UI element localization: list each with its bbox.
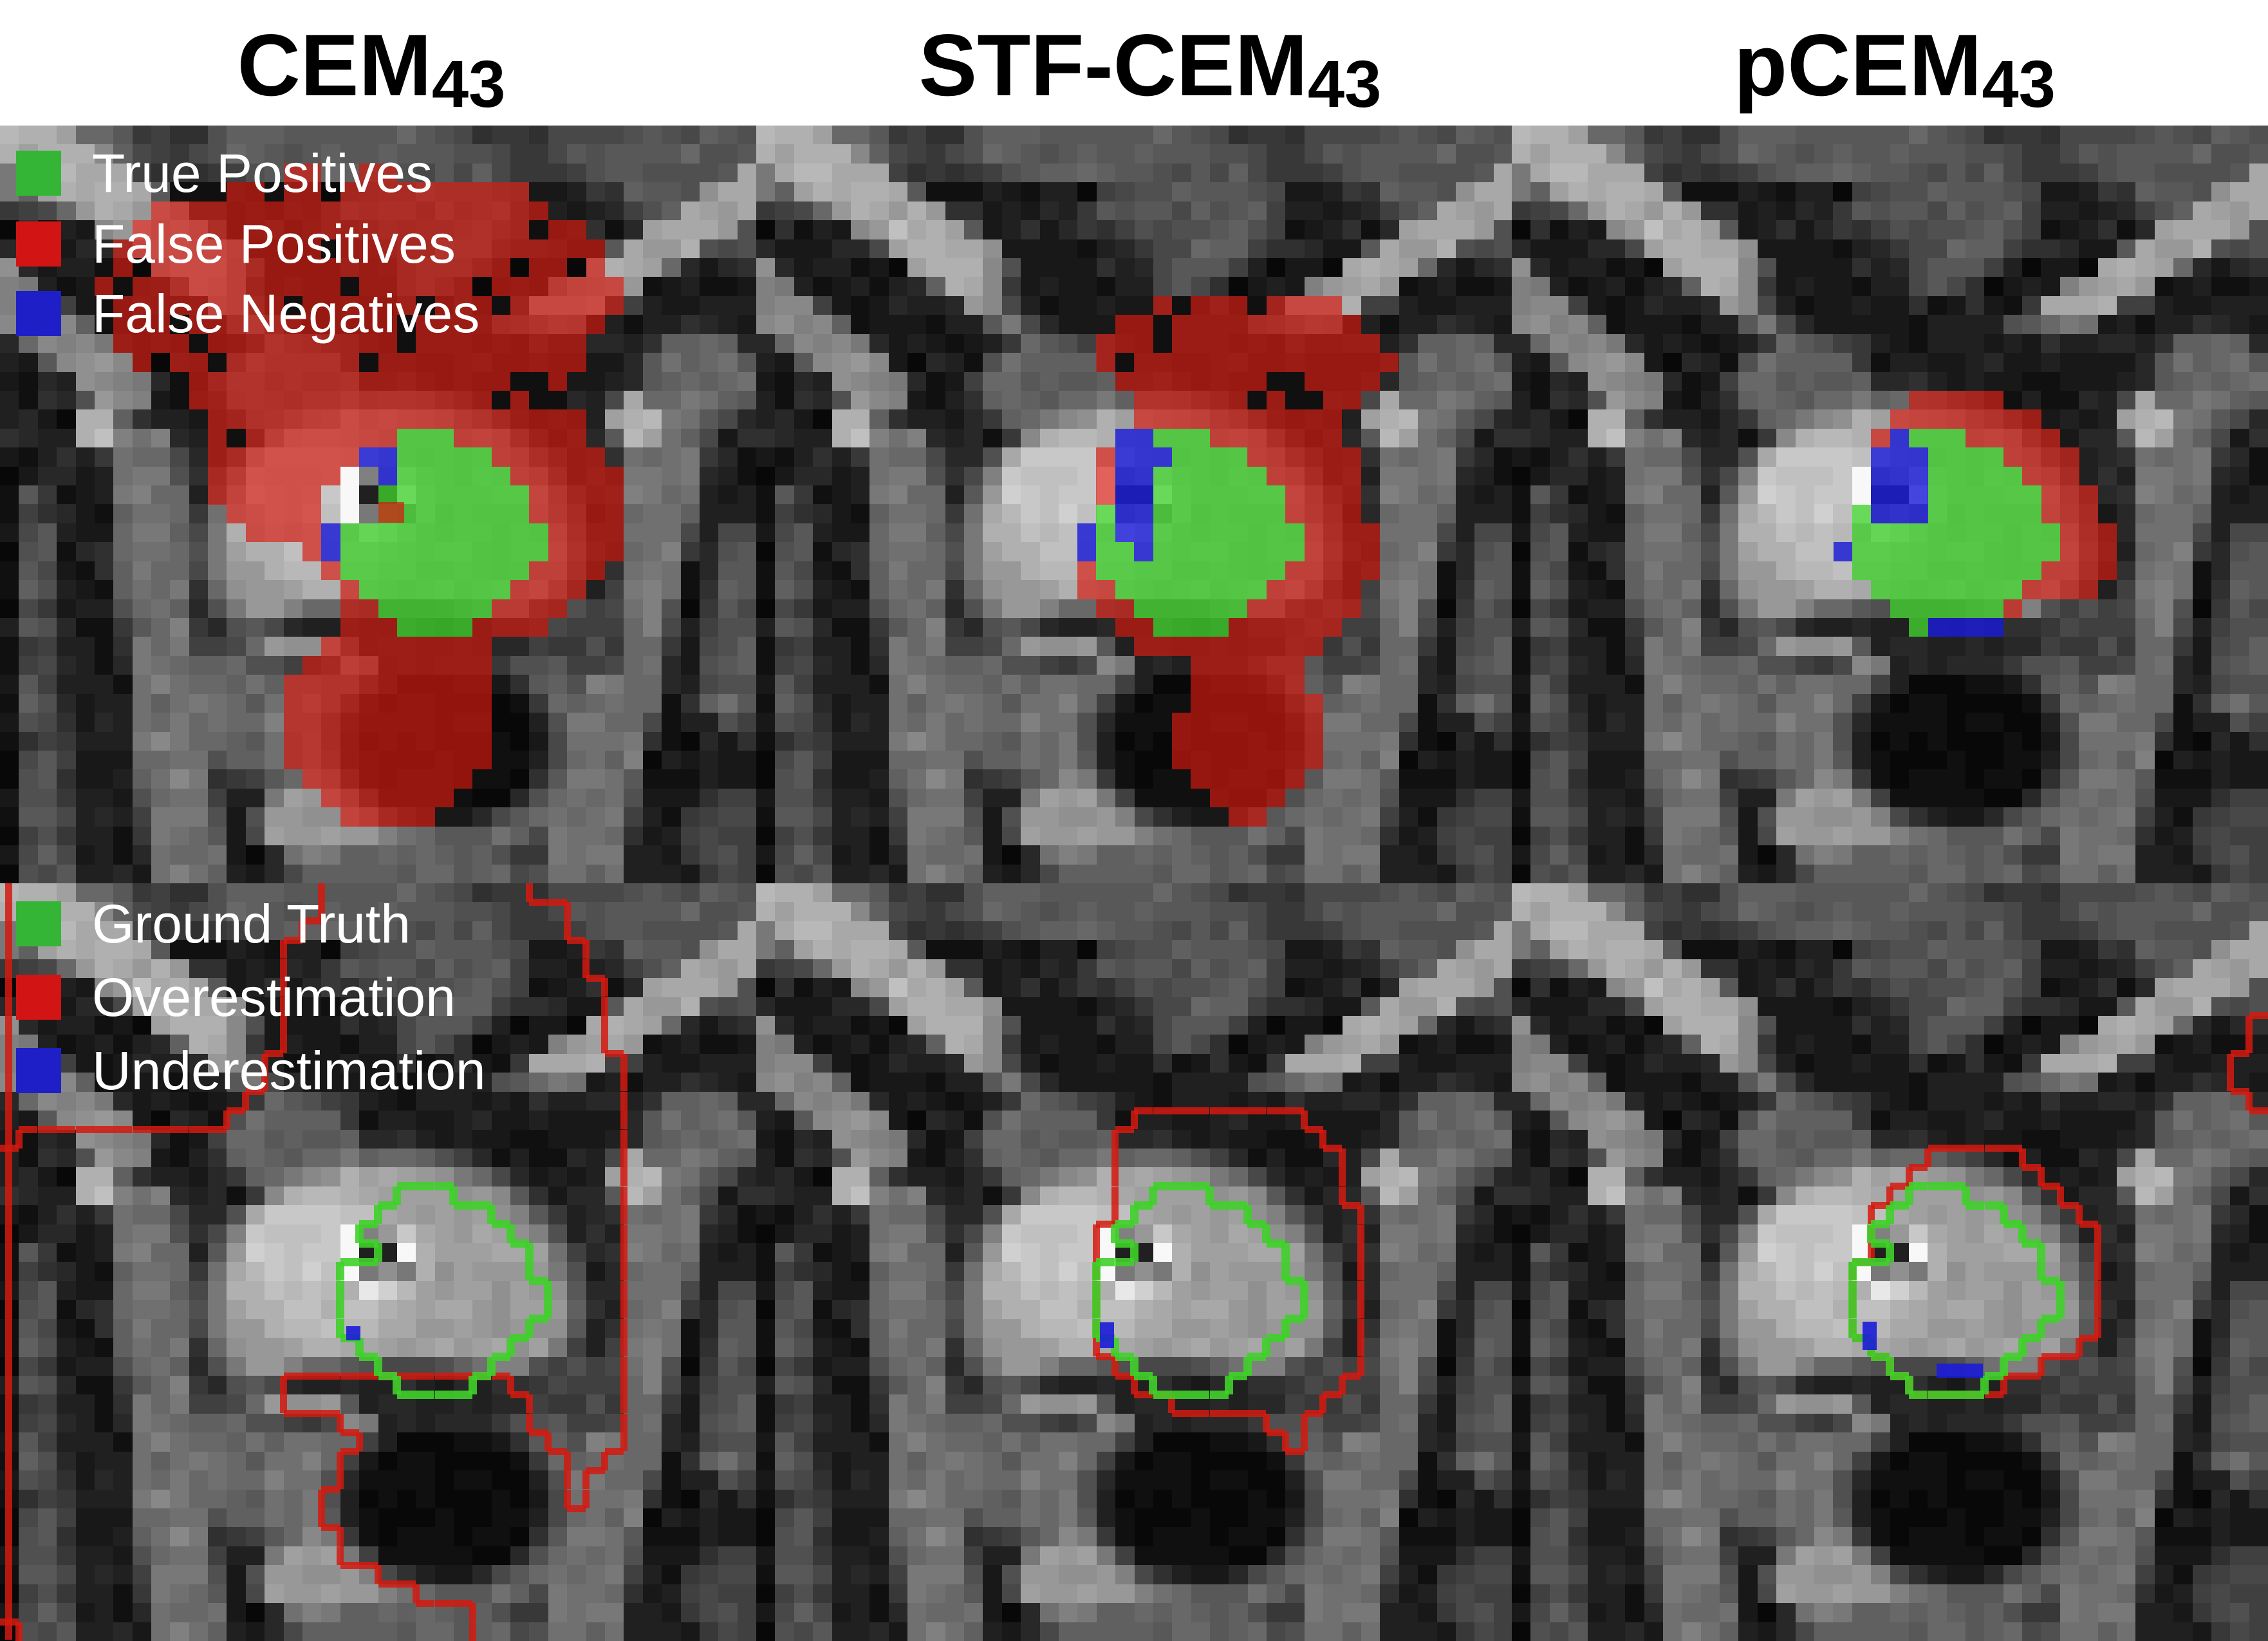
svg-text:pCEM43: pCEM43 [1734, 16, 2056, 121]
svg-text:Overestimation: Overestimation [92, 967, 456, 1027]
svg-text:False Negatives: False Negatives [92, 283, 479, 344]
svg-text:False Positives: False Positives [92, 214, 456, 274]
svg-text:STF-CEM43: STF-CEM43 [919, 16, 1382, 121]
svg-text:Underestimation: Underestimation [92, 1040, 486, 1101]
svg-text:True Positives: True Positives [92, 143, 432, 203]
svg-text:Ground Truth: Ground Truth [92, 894, 411, 954]
